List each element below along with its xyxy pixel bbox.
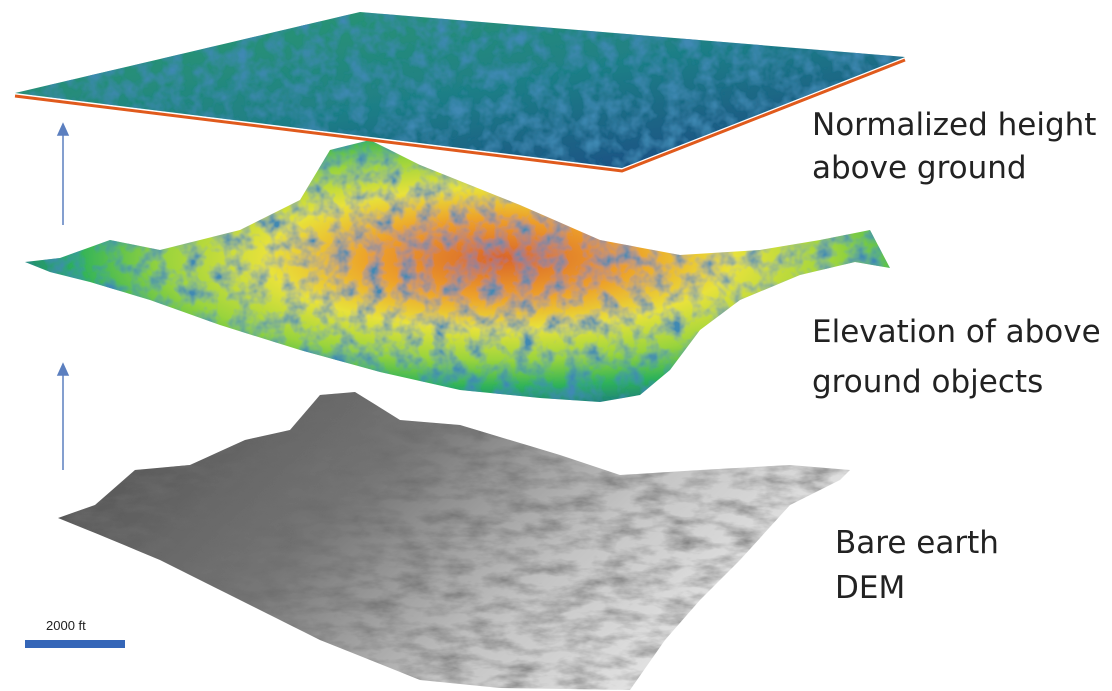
layer-label: above ground	[812, 150, 1027, 186]
arrow-head	[56, 362, 70, 376]
normalized-height-surface	[15, 12, 905, 168]
layer-label: DEM	[835, 570, 905, 606]
layer-label: Elevation of above	[812, 314, 1101, 350]
arrow-head	[56, 122, 70, 136]
bare-earth-surface	[58, 392, 850, 690]
layer-label: Bare earth	[835, 525, 999, 561]
arrows	[56, 122, 70, 470]
layer-label: ground objects	[812, 364, 1043, 400]
layer-label: Normalized height	[812, 107, 1096, 143]
elevation-surface	[25, 140, 890, 402]
surface-edge	[14, 58, 906, 173]
scale-bar-label: 2000 ft	[46, 618, 86, 633]
scale-bar	[25, 640, 125, 648]
